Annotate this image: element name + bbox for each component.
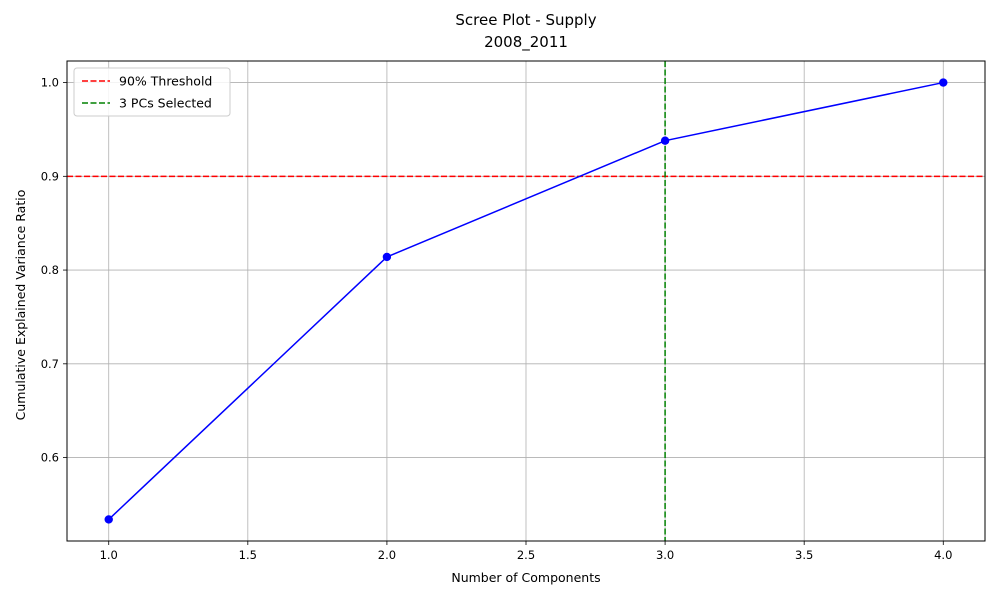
- x-tick-label: 1.0: [100, 548, 118, 562]
- x-tick-label: 1.5: [239, 548, 257, 562]
- y-tick-label: 0.8: [41, 263, 59, 277]
- x-axis-ticks: 1.0 1.5 2.0 2.5 3.0 3.5 4.0: [100, 541, 952, 562]
- x-tick-label: 3.5: [795, 548, 813, 562]
- y-axis-label: Cumulative Explained Variance Ratio: [13, 190, 28, 421]
- legend-label: 3 PCs Selected: [119, 96, 212, 111]
- data-series: [104, 78, 948, 524]
- legend-box: [73, 67, 231, 117]
- data-point: [104, 515, 113, 524]
- cumulative-variance-line: [108, 81, 944, 520]
- legend: 90% Threshold 3 PCs Selected: [73, 67, 231, 117]
- y-tick-label: 0.9: [41, 169, 59, 183]
- data-point: [660, 136, 670, 145]
- y-axis-ticks: 0.6 0.7 0.8 0.9 1.0: [41, 76, 67, 465]
- grid-lines: [67, 61, 985, 541]
- y-tick-label: 0.7: [41, 357, 59, 371]
- y-tick-label: 1.0: [41, 76, 59, 90]
- x-tick-label: 4.0: [934, 548, 952, 562]
- data-point: [382, 252, 392, 262]
- chart-title: Scree Plot - Supply: [455, 11, 596, 29]
- x-tick-label: 2.0: [378, 548, 396, 562]
- x-axis-label: Number of Components: [451, 570, 600, 585]
- y-tick-label: 0.6: [41, 451, 59, 465]
- x-tick-label: 3.0: [656, 548, 674, 562]
- x-tick-label: 2.5: [517, 548, 535, 562]
- chart-subtitle: 2008_2011: [484, 33, 568, 52]
- data-point: [939, 78, 948, 87]
- legend-label: 90% Threshold: [119, 74, 212, 89]
